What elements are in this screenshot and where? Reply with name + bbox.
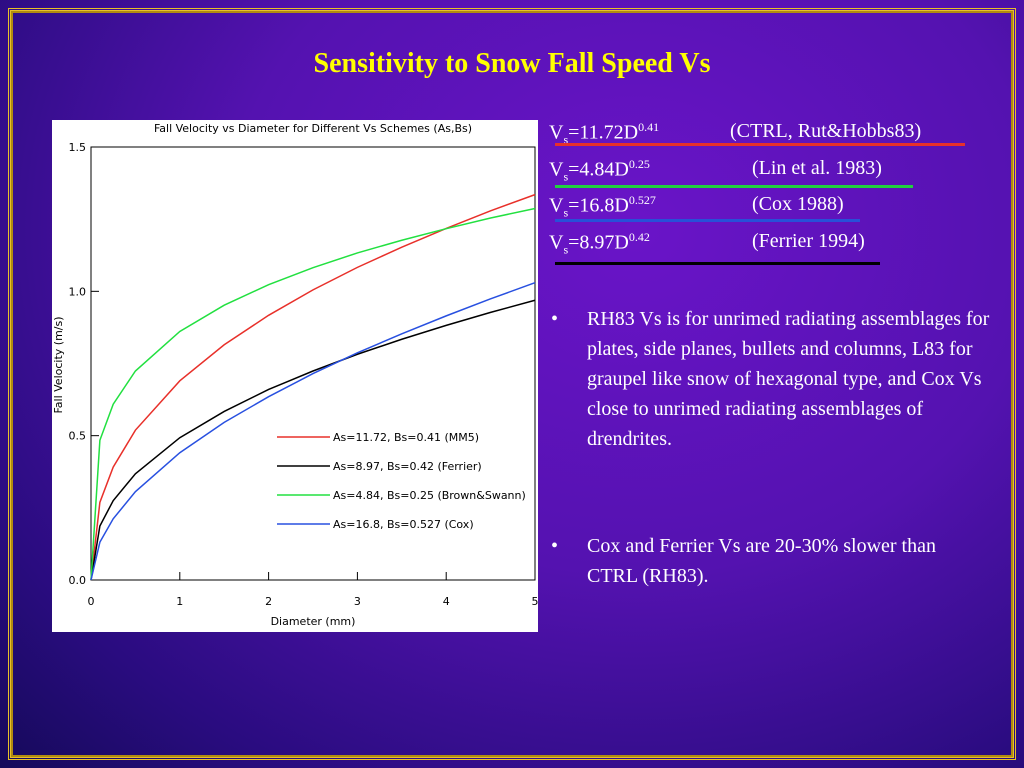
legend-label: As=8.97, Bs=0.42 (Ferrier)	[333, 460, 482, 473]
y-axis-label: Fall Velocity (m/s)	[52, 316, 65, 413]
eq-exp: 0.41	[638, 120, 660, 134]
legend-label: As=4.84, Bs=0.25 (Brown&Swann)	[333, 489, 526, 502]
equation: Vs=8.97D0.42 (Ferrier 1994)	[549, 230, 865, 258]
legend-label: As=11.72, Bs=0.41 (MM5)	[333, 431, 479, 444]
eq-var: V	[549, 194, 564, 217]
eq-underline	[555, 219, 860, 222]
series-line	[90, 299, 536, 581]
eq-var: V	[549, 231, 564, 254]
chart-title: Fall Velocity vs Diameter for Different …	[154, 122, 472, 135]
eq-underline	[555, 143, 965, 146]
slide-border	[8, 8, 1016, 760]
eq-sub: s	[563, 169, 569, 184]
y-tick-label: 1.0	[69, 285, 87, 298]
plot-frame	[90, 146, 536, 581]
eq-sub: s	[563, 132, 569, 147]
x-tick-label: 3	[354, 595, 361, 608]
eq-exp: 0.25	[628, 157, 650, 171]
series-line	[90, 207, 536, 581]
x-tick-label: 4	[443, 595, 450, 608]
bullet-text: RH83 Vs is for unrimed radiating assembl…	[587, 308, 990, 450]
x-axis-label: Diameter (mm)	[271, 615, 356, 628]
legend-label: As=16.8, Bs=0.527 (Cox)	[333, 518, 474, 531]
eq-sub: s	[563, 205, 569, 220]
x-tick-label: 1	[176, 595, 183, 608]
bullet-text: Cox and Ferrier Vs are 20-30% slower tha…	[587, 535, 936, 587]
eq-underline	[555, 185, 913, 188]
y-tick-label: 1.5	[69, 141, 87, 154]
eq-ref: (Lin et al. 1983)	[752, 157, 882, 179]
equation: Vs=16.8D0.527 (Cox 1988)	[549, 193, 844, 221]
eq-var: V	[549, 121, 564, 144]
eq-underline	[555, 262, 880, 265]
eq-ref: (Ferrier 1994)	[752, 230, 865, 252]
equation: Vs=11.72D0.41 (CTRL, Rut&Hobbs83)	[549, 120, 921, 148]
chart: Fall Velocity vs Diameter for Different …	[52, 120, 538, 632]
y-tick-label: 0.0	[69, 574, 87, 587]
series-line	[90, 281, 536, 581]
x-tick-label: 5	[532, 595, 539, 608]
eq-coef: =16.8D	[568, 194, 629, 217]
eq-coef: =8.97D	[568, 231, 629, 254]
eq-sub: s	[563, 242, 569, 257]
x-tick-label: 2	[265, 595, 272, 608]
eq-exp: 0.527	[628, 193, 656, 207]
x-tick-label: 0	[88, 595, 95, 608]
equation: Vs=4.84D0.25 (Lin et al. 1983)	[549, 157, 882, 185]
eq-var: V	[549, 158, 564, 181]
bullet: • RH83 Vs is for unrimed radiating assemb…	[551, 304, 991, 454]
eq-ref: (CTRL, Rut&Hobbs83)	[730, 120, 922, 142]
y-tick-label: 0.5	[69, 430, 87, 443]
eq-coef: =4.84D	[568, 158, 629, 181]
slide-title: Sensitivity to Snow Fall Speed Vs	[313, 48, 711, 79]
eq-coef: =11.72D	[568, 121, 639, 144]
bullet: • Cox and Ferrier Vs are 20-30% slower th…	[551, 531, 991, 591]
eq-ref: (Cox 1988)	[752, 193, 844, 215]
eq-exp: 0.42	[628, 230, 650, 244]
